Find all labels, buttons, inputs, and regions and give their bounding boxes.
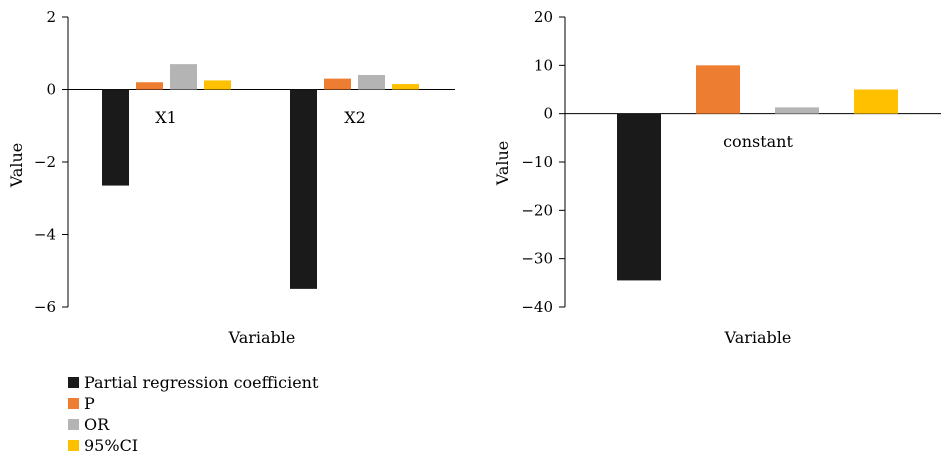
legend-item-ci: 95%CI [68,435,318,456]
legend-label-ci: 95%CI [84,436,139,455]
category-label-constant: constant [723,132,793,151]
y-tick-label: 0 [543,105,553,123]
chart-right: Value Variable 20 10 0 −10 −20 −30 −40 constant [493,8,941,347]
y-tick-label: −30 [521,250,553,268]
y-tick-label: 0 [46,81,56,99]
bar-x2-or [358,75,385,90]
category-label-x1: X1 [155,108,177,127]
legend-swatch-coefficient [68,377,79,388]
y-tick-label: 20 [534,8,553,26]
y-tick-label: −4 [34,226,56,244]
legend-swatch-ci [68,440,79,451]
legend-swatch-or [68,419,79,430]
chart-left: Value Variable 2 0 −2 −4 −6 X1 X2 [7,8,455,347]
bar-x1-or [170,64,197,90]
bar-x2-partial-regression-coefficient [290,89,317,289]
bar-constant-p [696,65,740,114]
chart-right-ylabel: Value [493,141,512,187]
y-tick-label: −2 [34,153,56,171]
chart-right-xlabel: Variable [724,328,792,347]
bar-x2-95-ci [392,84,419,90]
bar-constant-or [775,107,819,114]
legend-item-coefficient: Partial regression coefficient [68,372,318,393]
y-tick-label: −6 [34,298,56,316]
legend-label-coefficient: Partial regression coefficient [84,373,319,392]
bar-x1-95-ci [204,80,231,90]
y-tick-label: −40 [521,298,553,316]
legend-item-p: P [68,393,318,414]
legend-swatch-p [68,398,79,409]
legend: Partial regression coefficient P OR 95%C… [68,372,318,456]
bar-constant-95-ci [854,89,898,114]
bar-x1-p [136,82,163,90]
chart-left-ylabel: Value [7,143,26,189]
y-tick-label: −10 [521,153,553,171]
bar-x2-p [324,78,351,90]
y-tick-label: 10 [534,56,553,74]
legend-item-or: OR [68,414,318,435]
y-tick-label: 2 [46,8,56,26]
legend-label-or: OR [84,415,110,434]
category-label-x2: X2 [344,108,366,127]
chart-left-xlabel: Variable [228,328,296,347]
bar-x1-partial-regression-coefficient [102,89,129,186]
legend-label-p: P [84,394,95,413]
bar-constant-partial-regression-coefficient [617,113,661,281]
y-tick-label: −20 [521,201,553,219]
